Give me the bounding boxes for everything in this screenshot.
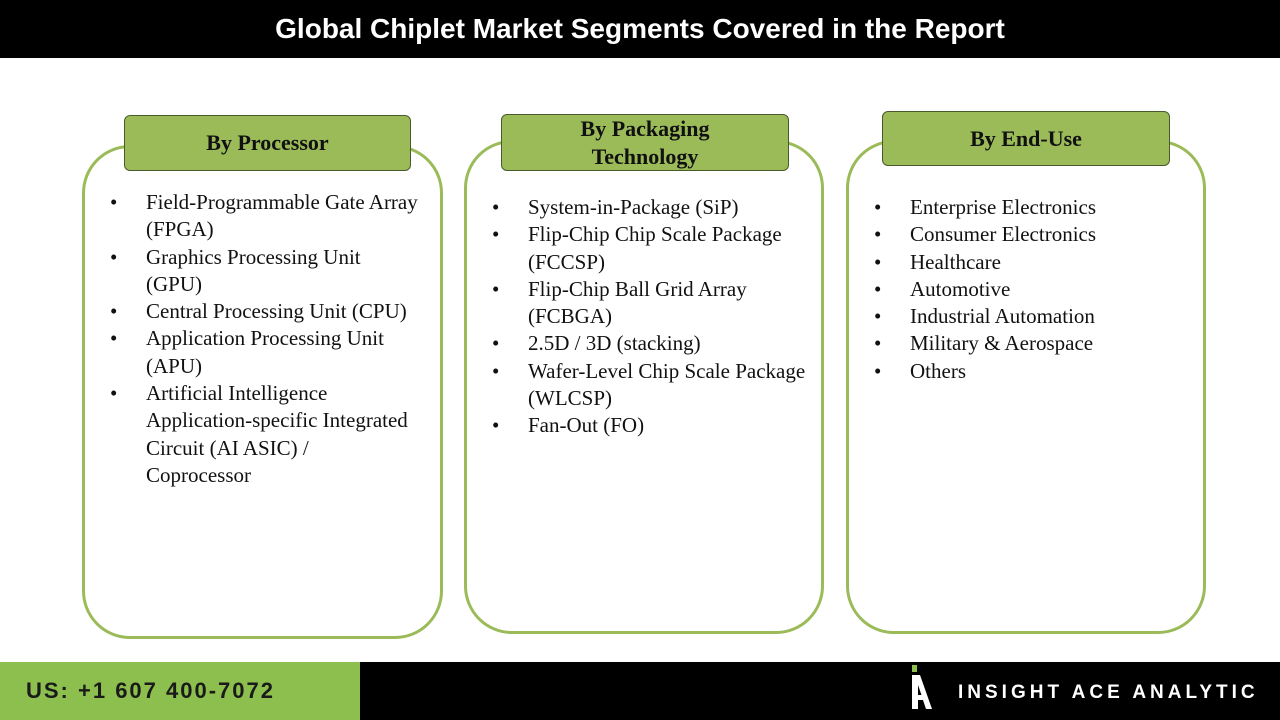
brand-bar bbox=[360, 662, 1280, 720]
list-item: Industrial Automation bbox=[874, 303, 1200, 331]
list-item: Wafer-Level Chip Scale Package (WLCSP) bbox=[492, 358, 808, 413]
list-item: Central Processing Unit (CPU) bbox=[110, 298, 418, 326]
list-item: Consumer Electronics bbox=[874, 221, 1200, 249]
list-item: Graphics Processing Unit (GPU) bbox=[110, 244, 418, 299]
logo bbox=[912, 665, 932, 709]
list-item: Healthcare bbox=[874, 249, 1200, 277]
panel-header: By Packaging Technology bbox=[501, 114, 789, 171]
contact-bar: US: +1 607 400-7072 bbox=[0, 662, 360, 720]
list-item: Military & Aerospace bbox=[874, 330, 1200, 358]
list-item: Others bbox=[874, 358, 1200, 386]
list-item: Field-Programmable Gate Array (FPGA) bbox=[110, 189, 418, 244]
list-item: 2.5D / 3D (stacking) bbox=[492, 330, 808, 358]
item-list: Enterprise ElectronicsConsumer Electroni… bbox=[874, 194, 1200, 385]
list-item: Fan-Out (FO) bbox=[492, 412, 808, 440]
title-bar: Global Chiplet Market Segments Covered i… bbox=[0, 0, 1280, 58]
panel-header: By Processor bbox=[124, 115, 411, 171]
list-item: Application Processing Unit (APU) bbox=[110, 325, 418, 380]
list-item: System-in-Package (SiP) bbox=[492, 194, 808, 222]
phone: US: +1 607 400-7072 bbox=[26, 678, 275, 703]
list-item: Enterprise Electronics bbox=[874, 194, 1200, 222]
brand: INSIGHT ACE ANALYTIC bbox=[958, 682, 1259, 703]
item-list: System-in-Package (SiP)Flip-Chip Chip Sc… bbox=[492, 194, 808, 440]
title: Global Chiplet Market Segments Covered i… bbox=[275, 13, 1005, 44]
item-list: Field-Programmable Gate Array (FPGA)Grap… bbox=[110, 189, 418, 489]
list-item: Automotive bbox=[874, 276, 1200, 304]
list-item: Flip-Chip Ball Grid Array (FCBGA) bbox=[492, 276, 808, 331]
list-item: Flip-Chip Chip Scale Package (FCCSP) bbox=[492, 221, 808, 276]
list-item: Artificial Intelligence Application-spec… bbox=[110, 380, 418, 489]
panel-header: By End-Use bbox=[882, 111, 1170, 166]
